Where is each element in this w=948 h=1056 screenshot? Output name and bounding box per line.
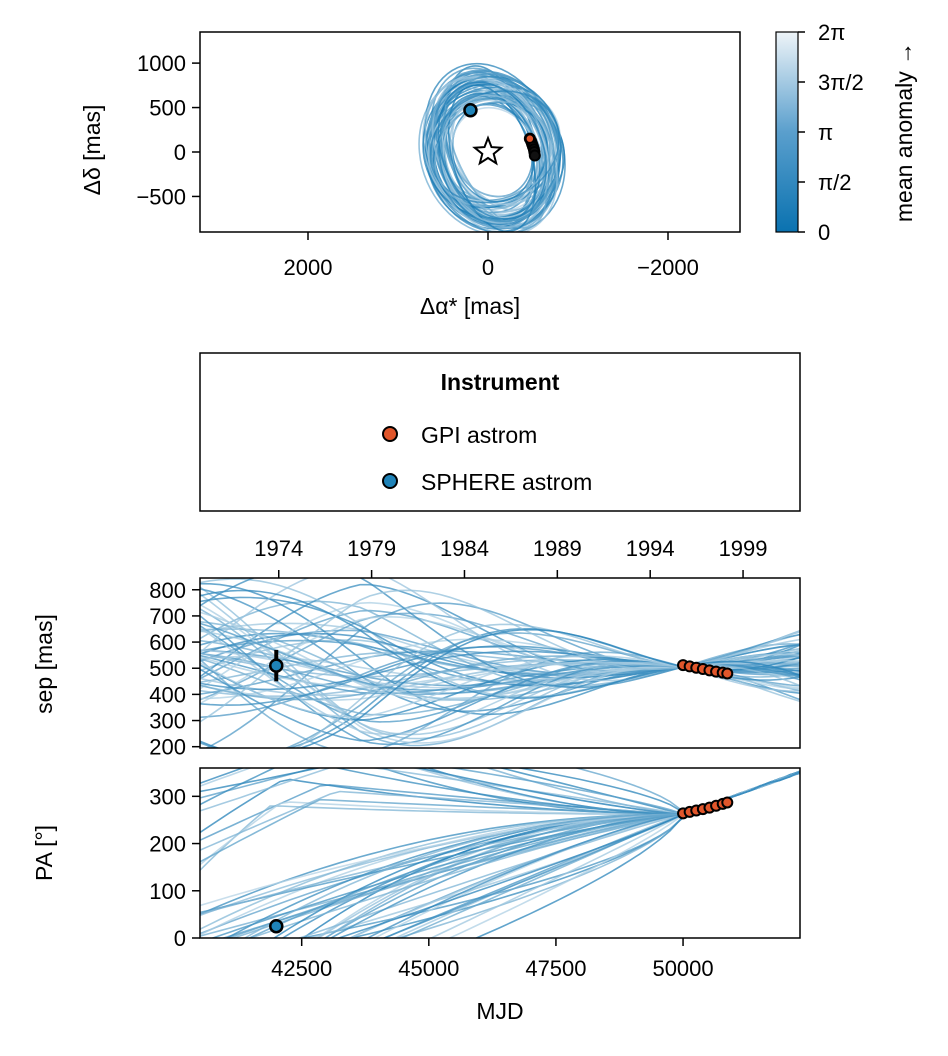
pa-panel: 300 200 100 0 42500 45000 47500 50000 MJD PA [… — [31, 767, 801, 1024]
colorbar-ticks: 0 π/2 π 3π/2 2π — [798, 20, 864, 245]
sky-orbit-track — [429, 90, 560, 204]
pa-x-tick-label: 47500 — [525, 956, 586, 981]
sky-sphere-point — [463, 102, 478, 118]
sky-y-tick-label: 500 — [149, 96, 186, 121]
pa-y-tick-label: 300 — [149, 784, 186, 809]
colorbar: 0 π/2 π 3π/2 2π mean anomaly → — [775, 20, 917, 245]
pa-x-ticks: 42500 45000 47500 50000 — [271, 938, 714, 981]
sky-orbit-track — [424, 76, 558, 232]
sep-y-tick-label: 500 — [149, 656, 186, 681]
sky-markers — [463, 102, 541, 166]
colorbar-tick-label: 0 — [818, 220, 830, 245]
legend-item-sphere: SPHERE astrom — [382, 469, 592, 495]
sep-y-tick-label: 300 — [149, 709, 186, 734]
sep-plot-frame — [199, 577, 801, 749]
pa-sphere-point — [269, 918, 284, 934]
sep-sphere-point — [269, 658, 284, 673]
sky-x-tick-label: −2000 — [637, 255, 699, 280]
sky-orbit-track — [442, 99, 549, 219]
pa-y-tick-label: 100 — [149, 879, 186, 904]
sky-x-ticks: 2000 0 −2000 — [284, 232, 699, 280]
sky-y-tick-label: 0 — [174, 140, 186, 165]
legend: Instrument GPI astrom SPHERE astrom — [199, 352, 801, 512]
sky-y-tick-label: −500 — [136, 184, 186, 209]
sep-markers — [269, 649, 734, 682]
sky-plot-frame — [199, 31, 741, 233]
sep-gpi-point — [721, 667, 734, 680]
year-tick-label: 1979 — [347, 536, 396, 561]
sep-y-tick-label: 200 — [149, 735, 186, 760]
pa-x-tick-label: 45000 — [398, 956, 459, 981]
sky-orbit-tracks — [418, 62, 566, 232]
sep-y-tick-label: 400 — [149, 682, 186, 707]
pa-y-label: PA [°] — [31, 825, 57, 881]
year-tick-label: 1999 — [719, 536, 768, 561]
pa-x-tick-label: 42500 — [271, 956, 332, 981]
sky-plot: 2000 0 −2000 1000 500 0 −500 Δα* [mas] Δδ [ma… — [79, 31, 741, 319]
colorbar-label: mean anomaly → — [891, 42, 917, 222]
pa-x-tick-label: 50000 — [652, 956, 713, 981]
legend-sphere-marker — [382, 473, 398, 489]
sky-x-tick-label: 0 — [482, 255, 494, 280]
colorbar-tick-label: 3π/2 — [818, 70, 864, 95]
legend-sphere-label: SPHERE astrom — [421, 469, 592, 495]
star-icon — [472, 135, 504, 166]
pa-y-ticks: 300 200 100 0 — [149, 784, 200, 951]
pa-markers — [269, 796, 734, 934]
legend-gpi-marker — [382, 426, 398, 442]
colorbar-tick-label: π/2 — [818, 170, 852, 195]
sep-y-label: sep [mas] — [31, 614, 57, 714]
pa-gpi-point — [721, 796, 734, 809]
colorbar-gradient — [775, 31, 799, 233]
sky-x-label: Δα* [mas] — [420, 293, 520, 319]
legend-gpi-label: GPI astrom — [421, 422, 537, 448]
legend-title: Instrument — [441, 369, 560, 395]
sep-orbit-track — [200, 643, 800, 748]
colorbar-tick-label: π — [818, 120, 833, 145]
colorbar-tick-label: 2π — [818, 20, 845, 45]
year-axis-ticks: 1974 1979 1984 1989 1994 1999 — [254, 536, 768, 578]
sky-orbit-track — [437, 81, 548, 220]
sky-y-tick-label: 1000 — [137, 51, 186, 76]
sky-y-ticks: 1000 500 0 −500 — [136, 51, 200, 209]
pa-y-tick-label: 200 — [149, 832, 186, 857]
sky-x-tick-label: 2000 — [284, 255, 333, 280]
year-tick-label: 1974 — [254, 536, 303, 561]
legend-item-gpi: GPI astrom — [382, 422, 537, 448]
legend-frame — [199, 352, 801, 512]
sky-y-label: Δδ [mas] — [79, 105, 105, 196]
pa-x-label: MJD — [476, 998, 523, 1024]
sep-y-tick-label: 600 — [149, 630, 186, 655]
sky-gpi-point — [528, 149, 541, 162]
pa-y-tick-label: 0 — [174, 926, 186, 951]
year-tick-label: 1984 — [440, 536, 489, 561]
sep-y-tick-label: 800 — [149, 578, 186, 603]
sep-y-tick-label: 700 — [149, 604, 186, 629]
year-tick-label: 1989 — [533, 536, 582, 561]
year-tick-label: 1994 — [626, 536, 675, 561]
pa-plot-frame — [199, 767, 801, 939]
sky-gpi-point-highlight — [525, 133, 535, 144]
